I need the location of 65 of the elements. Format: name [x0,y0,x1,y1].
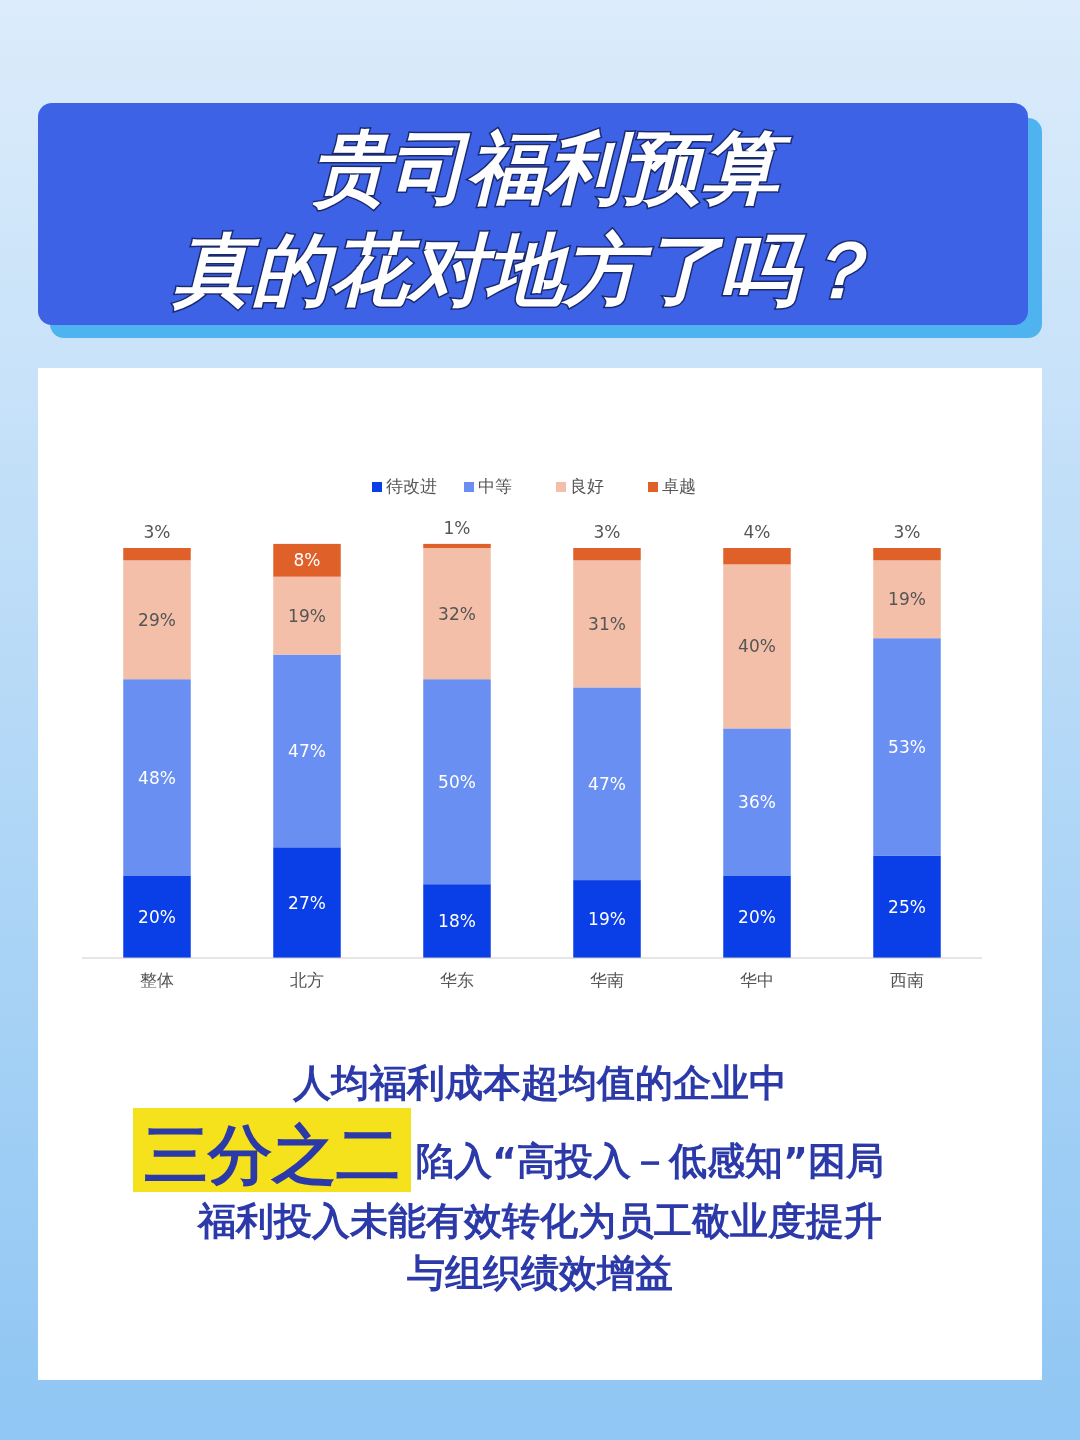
bar [273,654,341,848]
data-label: 29% [138,609,176,630]
data-label: 8% [293,550,321,571]
data-label: 19% [588,909,626,930]
data-label: 3% [893,522,921,542]
bar [573,560,641,688]
x-tick-label: 华中 [740,970,774,990]
text: 陷入“高投入－低感知”困局 [416,1139,884,1183]
chart-subtitle: 真的花对地方了吗？ [172,225,876,315]
x-tick-label: 整体 [140,970,174,990]
legend-label: 待改进 [386,476,437,496]
bar [423,884,491,958]
bar [873,638,941,856]
bar [873,548,941,561]
data-label: 32% [438,603,476,624]
text: 福利投入未能有效转化为员工敬业度提升 [196,1199,882,1243]
data-label: 19% [288,605,326,626]
data-label: 36% [738,792,776,813]
data-label: 53% [888,736,926,757]
data-label: 20% [138,907,176,927]
data-label: 19% [888,589,926,610]
text: 人均福利成本超均值的企业中 [292,1061,787,1105]
bar [273,576,341,655]
data-label: 3% [593,522,621,542]
data-label: 48% [138,767,176,788]
data-label: 1% [443,517,471,538]
bar [423,679,491,885]
bar [123,560,191,680]
legend-label: 中等 [478,476,512,496]
bar [573,880,641,958]
x-tick-label: 华东 [440,970,474,990]
data-label: 31% [588,613,626,634]
data-label: 4% [743,522,771,542]
data-label: 50% [438,771,476,792]
data-label: 25% [888,896,926,917]
bar [723,564,791,729]
chart-title: 贵司福利预算 [311,123,792,213]
x-tick-label: 西南 [890,970,924,990]
legend-label: 卓越 [662,476,696,496]
data-label: 40% [738,636,776,657]
bar [123,548,191,561]
bar [723,728,791,876]
x-tick-label: 北方 [290,970,324,990]
bar [723,876,791,958]
bar [273,847,341,958]
bar [423,543,491,548]
bar [123,876,191,958]
bar [873,560,941,639]
text: 三分之二 [144,1118,400,1192]
bar [123,679,191,876]
bar [573,548,641,561]
x-tick-label: 华南 [590,970,624,990]
data-label: 27% [288,892,326,913]
data-label: 3% [143,522,171,542]
data-label: 47% [288,740,326,761]
bar [873,855,941,958]
data-label: 20% [738,907,776,927]
text: 与组织绩效增益 [407,1251,673,1295]
bar [423,548,491,680]
bar [723,548,791,565]
bar [573,687,641,881]
legend-label: 良好 [570,476,604,496]
data-label: 18% [438,911,476,932]
bar [273,543,341,577]
data-label: 47% [588,773,626,794]
